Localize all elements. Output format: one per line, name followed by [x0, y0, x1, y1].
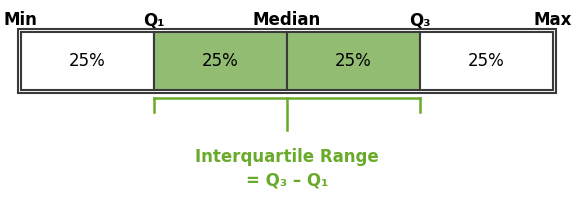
Text: 25%: 25%	[202, 52, 238, 70]
Text: Q₁: Q₁	[143, 11, 165, 29]
Bar	[420, 32, 553, 90]
Text: Interquartile Range: Interquartile Range	[195, 148, 379, 166]
Text: Max: Max	[534, 11, 572, 29]
Text: 25%: 25%	[468, 52, 505, 70]
Text: Min: Min	[4, 11, 37, 29]
Bar	[18, 29, 556, 93]
Text: Median: Median	[253, 11, 321, 29]
Text: = Q₃ – Q₁: = Q₃ – Q₁	[246, 172, 328, 190]
Bar	[21, 32, 154, 90]
Bar	[287, 32, 420, 90]
Text: 25%: 25%	[335, 52, 372, 70]
Bar	[154, 32, 287, 90]
Text: 25%: 25%	[69, 52, 105, 70]
Text: Q₃: Q₃	[409, 11, 431, 29]
